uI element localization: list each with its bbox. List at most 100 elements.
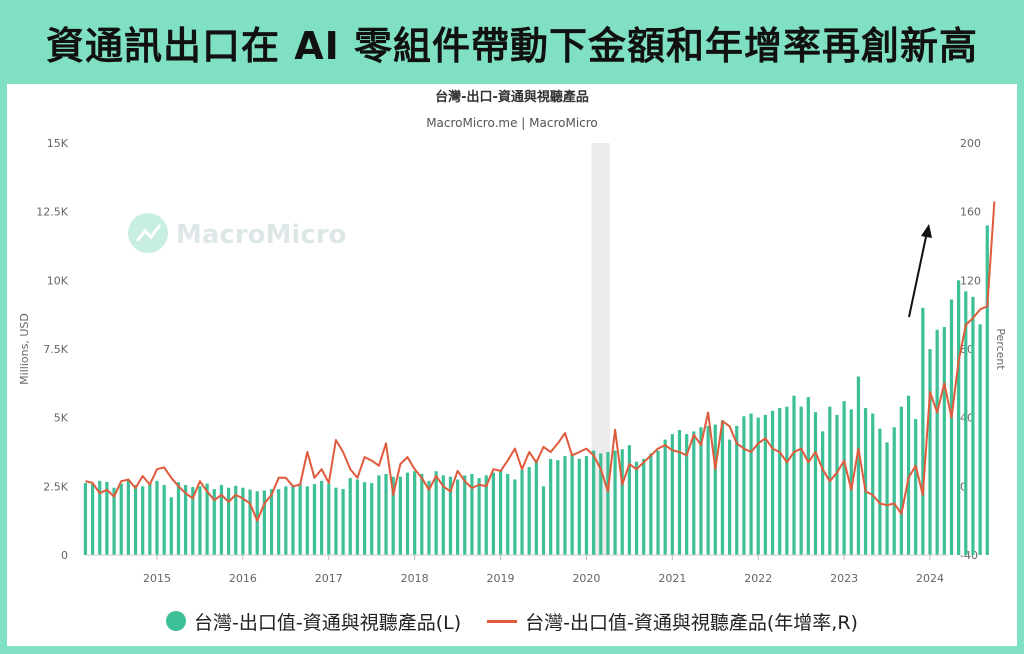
headline: 資通訊出口在 AI 零組件帶動下金額和年增率再創新高: [45, 23, 978, 68]
bar: [327, 483, 331, 555]
bar: [699, 427, 703, 555]
recession-shading: [591, 143, 610, 555]
bar: [155, 480, 159, 555]
bar: [520, 469, 524, 555]
bar: [226, 487, 231, 555]
bar: [778, 408, 782, 555]
x-tick-label: 2024: [916, 572, 944, 585]
bar: [613, 450, 617, 555]
bar: [649, 453, 653, 555]
bar: [606, 452, 610, 555]
bar: [370, 483, 374, 555]
bar: [534, 461, 538, 555]
y-tick-left: 12.5K: [36, 206, 68, 219]
bar: [964, 291, 968, 555]
bar: [448, 476, 453, 555]
bar: [842, 401, 846, 555]
bar: [821, 431, 825, 555]
chart-card: [7, 84, 1017, 646]
bar: [770, 410, 775, 555]
bar: [584, 456, 589, 555]
bar: [184, 484, 188, 555]
bar: [957, 280, 961, 555]
bar: [563, 456, 567, 555]
bar: [871, 413, 875, 555]
bar: [169, 497, 173, 555]
bar: [642, 458, 646, 555]
bar: [277, 489, 281, 555]
bar: [713, 424, 717, 555]
bar: [291, 485, 295, 555]
bar: [320, 480, 324, 555]
bar: [298, 483, 302, 555]
bar: [205, 483, 209, 555]
bar: [162, 484, 166, 555]
x-tick-label: 2023: [830, 572, 858, 585]
bar: [334, 487, 338, 555]
x-tick-label: 2018: [401, 572, 429, 585]
bar: [484, 475, 488, 555]
watermark-logo: MacroMicro: [128, 213, 346, 253]
bar: [971, 296, 975, 555]
bar: [248, 489, 252, 555]
bar: [463, 475, 467, 555]
y-tick-left: 7.5K: [43, 343, 68, 356]
bar: [634, 461, 639, 555]
x-tick-label: 2020: [572, 572, 600, 585]
bar: [735, 425, 739, 555]
bar: [470, 473, 474, 555]
bar: [806, 397, 810, 555]
watermark-logo-icon: [128, 213, 168, 253]
y-axis-label-right: Percent: [994, 328, 1007, 370]
y-tick-left: 15K: [47, 137, 69, 150]
bar: [885, 442, 889, 555]
bar: [942, 327, 946, 555]
bar: [90, 484, 95, 555]
bar: [126, 480, 130, 555]
bar: [362, 482, 367, 555]
bar: [148, 483, 152, 555]
bar: [921, 307, 925, 555]
legend-item-line[interactable]: 台灣-出口值-資通與視聽產品(年增率,R): [487, 608, 858, 635]
bar: [176, 482, 181, 555]
bar: [219, 484, 224, 555]
bar: [133, 484, 138, 555]
bar: [670, 434, 674, 555]
bar: [198, 486, 202, 555]
bar: [541, 486, 546, 555]
chart-title: 台灣-出口-資通與視聽產品: [435, 89, 589, 105]
x-tick-label: 2021: [658, 572, 686, 585]
legend-item-bars[interactable]: 台灣-出口值-資通與視聽產品(L): [166, 608, 461, 635]
y-tick-right: -40: [960, 549, 978, 562]
bar: [556, 460, 560, 555]
bar: [398, 476, 402, 555]
bar: [591, 450, 596, 555]
bar: [105, 481, 109, 555]
bar: [835, 414, 839, 555]
y-tick-right: 200: [960, 137, 981, 150]
bar: [355, 479, 360, 555]
bar: [377, 475, 381, 555]
bar: [513, 479, 517, 555]
y-tick-left: 5K: [54, 412, 69, 425]
bar: [856, 376, 861, 555]
bar: [384, 473, 388, 555]
bar: [119, 483, 123, 555]
bar: [391, 476, 395, 555]
bar: [627, 445, 631, 555]
bar: [727, 439, 732, 555]
bar: [935, 329, 939, 555]
bar: [749, 413, 753, 555]
bar: [427, 480, 431, 555]
y-tick-left: 2.5K: [43, 480, 68, 493]
chart-subtitle: MacroMicro.me | MacroMicro: [426, 116, 598, 130]
legend-swatch-line: [487, 619, 518, 623]
yoy-line: [85, 201, 996, 522]
bar: [863, 408, 868, 555]
y-tick-right: 0: [960, 480, 967, 493]
bar: [98, 480, 102, 555]
bar: [341, 489, 345, 555]
bar: [348, 478, 352, 555]
bar: [234, 485, 238, 555]
